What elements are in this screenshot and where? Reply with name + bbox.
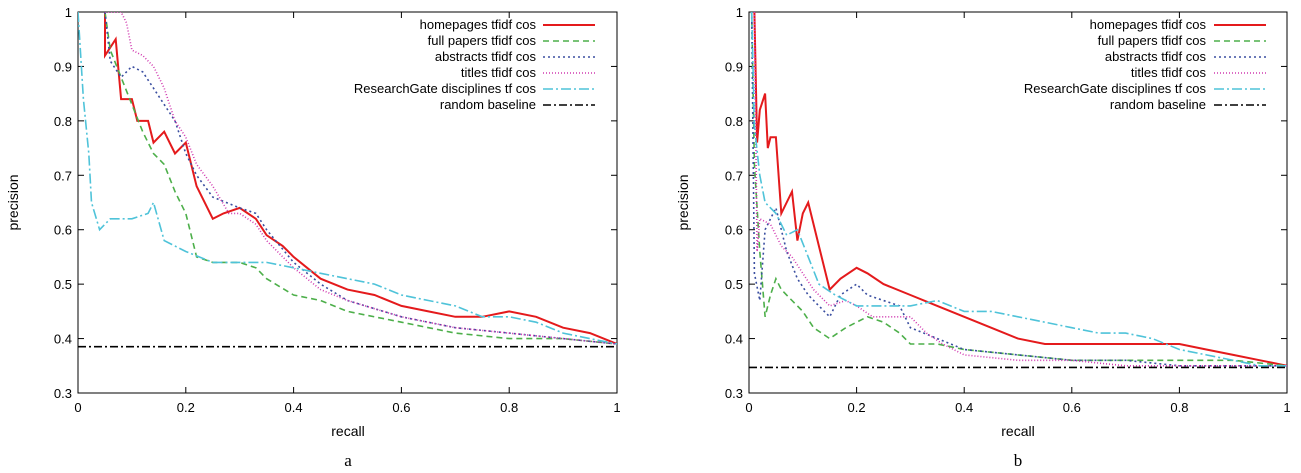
legend-label: full papers tfidf cos xyxy=(1098,33,1207,48)
series-line-homepages-tfidf-cos xyxy=(753,12,1287,367)
series-line-researchgate-disciplines-tf-cos xyxy=(78,12,617,345)
series-line-abstracts-tfidf-cos xyxy=(750,12,1287,367)
series-line-abstracts-tfidf-cos xyxy=(104,12,617,345)
legend-label: homepages tfidf cos xyxy=(1090,17,1207,32)
legend-label: random baseline xyxy=(440,97,536,112)
y-tick-label: 0.4 xyxy=(725,332,743,347)
y-tick-label: 0.7 xyxy=(54,168,72,183)
y-tick-label: 0.8 xyxy=(54,114,72,129)
legend-label: titles tfidf cos xyxy=(461,65,537,80)
x-tick-label: 1 xyxy=(613,400,620,415)
series-line-researchgate-disciplines-tf-cos xyxy=(750,12,1287,367)
legend-label: abstracts tfidf cos xyxy=(435,49,537,64)
y-tick-label: 0.9 xyxy=(54,59,72,74)
y-tick-label: 0.6 xyxy=(725,223,743,238)
x-axis-label: recall xyxy=(1001,423,1034,439)
plot-frame xyxy=(748,11,1288,394)
legend-label: full papers tfidf cos xyxy=(428,33,537,48)
x-tick-label: 0.4 xyxy=(955,400,973,415)
y-tick-label: 0.4 xyxy=(54,332,72,347)
chart-panel-b: 0 0.2 0.4 0.6 0.8 1 0.3 0.4 0.5 0.6 0.7 0.8 0.9 1 reca… xyxy=(675,5,1291,470)
y-tick-label: 0.5 xyxy=(725,277,743,292)
y-axis-label: precision xyxy=(675,174,691,230)
legend-label: ResearchGate disciplines tf cos xyxy=(354,81,537,96)
legend-label: random baseline xyxy=(1110,97,1206,112)
x-tick-label: 0.2 xyxy=(177,400,195,415)
x-tick-label: 0.4 xyxy=(285,400,303,415)
x-tick-label: 0.6 xyxy=(392,400,410,415)
y-tick-label: 0.9 xyxy=(725,59,743,74)
x-tick-label: 0 xyxy=(74,400,81,415)
panel-label: b xyxy=(1014,451,1023,470)
y-tick-label: 0.3 xyxy=(725,386,743,401)
x-tick-label: 0.2 xyxy=(848,400,866,415)
y-tick-label: 0.8 xyxy=(725,114,743,129)
y-tick-label: 0.3 xyxy=(54,386,72,401)
chart-panel-a: 0 0.2 0.4 0.6 0.8 1 0.3 0.4 0.5 0.6 0.7 0.8 0.9 1 reca… xyxy=(5,5,621,470)
x-axis-label: recall xyxy=(331,423,364,439)
series-line-homepages-tfidf-cos xyxy=(104,12,617,345)
x-tick-label: 1 xyxy=(1283,400,1290,415)
series-line-full-papers-tfidf-cos xyxy=(104,12,617,345)
y-tick-label: 1 xyxy=(736,5,743,20)
legend-label: ResearchGate disciplines tf cos xyxy=(1024,81,1207,96)
legend-label: abstracts tfidf cos xyxy=(1105,49,1207,64)
y-tick-label: 0.7 xyxy=(725,168,743,183)
legend-label: titles tfidf cos xyxy=(1131,65,1207,80)
y-tick-label: 1 xyxy=(65,5,72,20)
series-line-full-papers-tfidf-cos xyxy=(750,12,1287,367)
series-line-titles-tfidf-cos xyxy=(105,12,617,345)
legend-label: homepages tfidf cos xyxy=(420,17,537,32)
series-line-titles-tfidf-cos xyxy=(753,12,1287,367)
panel-label: a xyxy=(344,451,352,470)
x-tick-label: 0 xyxy=(745,400,752,415)
x-tick-label: 0.6 xyxy=(1063,400,1081,415)
y-tick-label: 0.5 xyxy=(54,277,72,292)
y-axis-label: precision xyxy=(5,174,21,230)
x-tick-label: 0.8 xyxy=(1170,400,1188,415)
y-tick-label: 0.6 xyxy=(54,223,72,238)
plot-frame xyxy=(77,11,618,394)
x-tick-label: 0.8 xyxy=(500,400,518,415)
